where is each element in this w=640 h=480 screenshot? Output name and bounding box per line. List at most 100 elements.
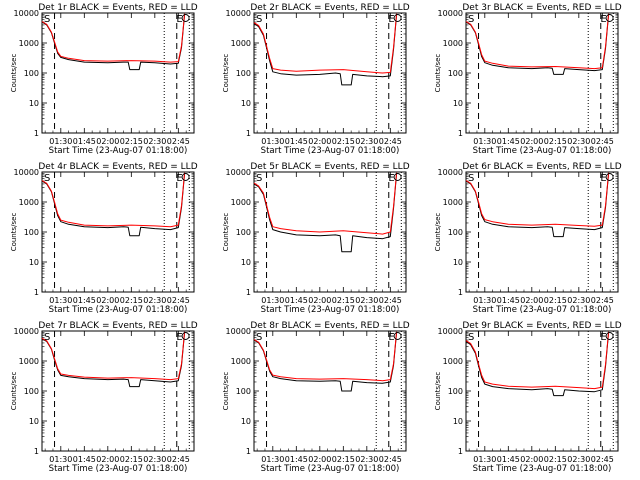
series-events: [465, 173, 610, 238]
y-tick-label: 10000: [226, 168, 251, 177]
y-tick-label: 1000: [443, 198, 463, 207]
start-marker: S: [44, 173, 50, 184]
y-tick-label: 100: [236, 228, 251, 237]
y-tick-label: 100: [448, 228, 463, 237]
x-tick-label: 01:45: [285, 137, 308, 146]
x-axis-label: Start Time (23-Aug-07 01:18:00): [473, 146, 612, 156]
x-tick-label: 02:15: [544, 137, 567, 146]
x-tick-label: 02:00: [520, 137, 543, 146]
y-axis-label: Counts/sec: [434, 54, 442, 93]
x-tick-label: 01:45: [73, 296, 96, 305]
y-axis-label: Counts/sec: [222, 213, 230, 252]
series-events: [253, 14, 398, 86]
y-tick-label: 10: [29, 417, 39, 426]
y-tick-label: 1000: [19, 357, 39, 366]
x-tick-label: 02:45: [167, 296, 190, 305]
start-marker: S: [256, 332, 262, 343]
y-axis-label: Counts/sec: [10, 54, 18, 93]
y-tick-label: 1000: [231, 357, 251, 366]
y-tick-label: 10000: [226, 9, 251, 18]
plot-frame: [253, 171, 407, 293]
series-lld: [465, 331, 610, 390]
series-events: [253, 332, 398, 392]
panel-title: Det 7r BLACK = Events, RED = LLD: [38, 321, 197, 331]
end-circle-marker: [605, 14, 614, 22]
end-marker: E: [600, 332, 606, 343]
y-tick-label: 1: [458, 129, 463, 138]
plot-frame: [41, 171, 195, 293]
end-circle-marker: [181, 332, 190, 340]
y-tick-label: 10: [241, 417, 251, 426]
x-tick-label: 02:45: [379, 137, 402, 146]
y-tick-label: 10: [241, 258, 251, 267]
y-tick-label: 100: [448, 69, 463, 78]
y-axis-label: Counts/sec: [222, 372, 230, 411]
start-marker: S: [468, 332, 474, 343]
y-tick-label: 100: [24, 69, 39, 78]
y-tick-label: 1000: [443, 39, 463, 48]
end-circle-marker: [393, 332, 402, 340]
panel-title: Det 8r BLACK = Events, RED = LLD: [250, 321, 409, 331]
x-tick-label: 02:00: [308, 455, 331, 464]
y-tick-label: 1000: [231, 39, 251, 48]
y-axis-label: Counts/sec: [434, 213, 442, 252]
end-marker: E: [176, 173, 182, 184]
x-tick-label: 02:30: [143, 296, 166, 305]
x-tick-label: 02:00: [96, 296, 119, 305]
x-axis-label: Start Time (23-Aug-07 01:18:00): [49, 146, 188, 156]
panel-det-7: Det 7r BLACK = Events, RED = LLD 1 10 100 10…: [10, 321, 198, 474]
x-tick-label: 02:00: [308, 296, 331, 305]
start-marker: S: [468, 14, 474, 25]
x-tick-label: 02:45: [167, 455, 190, 464]
series-events: [465, 14, 610, 75]
series-lld: [465, 172, 610, 227]
x-tick-label: 02:30: [355, 455, 378, 464]
panel-det-9: Det 9r BLACK = Events, RED = LLD 1 10 100 10…: [434, 321, 622, 474]
x-axis-label: Start Time (23-Aug-07 01:18:00): [261, 305, 400, 315]
y-tick-label: 10: [241, 99, 251, 108]
y-axis-label: Counts/sec: [10, 372, 18, 411]
x-tick-label: 02:00: [308, 137, 331, 146]
x-tick-label: 02:00: [96, 455, 119, 464]
x-tick-label: 02:00: [520, 296, 543, 305]
y-tick-label: 10000: [14, 327, 39, 336]
start-marker: S: [468, 173, 474, 184]
y-tick-label: 10: [29, 99, 39, 108]
x-tick-label: 01:30: [473, 455, 496, 464]
plot-frame: [41, 12, 195, 134]
y-tick-label: 1000: [19, 39, 39, 48]
y-tick-label: 10000: [226, 327, 251, 336]
x-tick-label: 02:15: [120, 296, 143, 305]
series-lld: [253, 13, 398, 74]
x-tick-label: 02:30: [567, 296, 590, 305]
x-tick-label: 01:30: [49, 137, 72, 146]
y-tick-label: 1: [458, 288, 463, 297]
panel-title: Det 5r BLACK = Events, RED = LLD: [250, 162, 409, 172]
x-tick-label: 01:30: [261, 137, 284, 146]
panel-title: Det 6r BLACK = Events, RED = LLD: [462, 162, 621, 172]
series-lld: [41, 172, 186, 228]
start-marker: S: [44, 332, 50, 343]
x-tick-label: 01:30: [49, 455, 72, 464]
x-tick-label: 01:45: [497, 296, 520, 305]
x-tick-label: 02:15: [544, 296, 567, 305]
x-tick-label: 01:45: [285, 296, 308, 305]
y-tick-label: 10000: [14, 9, 39, 18]
y-tick-label: 1: [246, 288, 251, 297]
x-tick-label: 02:15: [544, 455, 567, 464]
end-marker: E: [388, 332, 394, 343]
x-tick-label: 02:15: [120, 455, 143, 464]
start-marker: S: [256, 173, 262, 184]
x-tick-label: 02:45: [379, 455, 402, 464]
x-tick-label: 02:15: [332, 137, 355, 146]
y-tick-label: 10000: [438, 9, 463, 18]
y-tick-label: 100: [236, 69, 251, 78]
start-marker: S: [44, 14, 50, 25]
panel-title: Det 9r BLACK = Events, RED = LLD: [462, 321, 621, 331]
x-tick-label: 02:45: [591, 137, 614, 146]
panel-title: Det 4r BLACK = Events, RED = LLD: [38, 162, 197, 172]
x-tick-label: 01:45: [73, 455, 96, 464]
x-tick-label: 02:15: [120, 137, 143, 146]
y-tick-label: 100: [24, 228, 39, 237]
